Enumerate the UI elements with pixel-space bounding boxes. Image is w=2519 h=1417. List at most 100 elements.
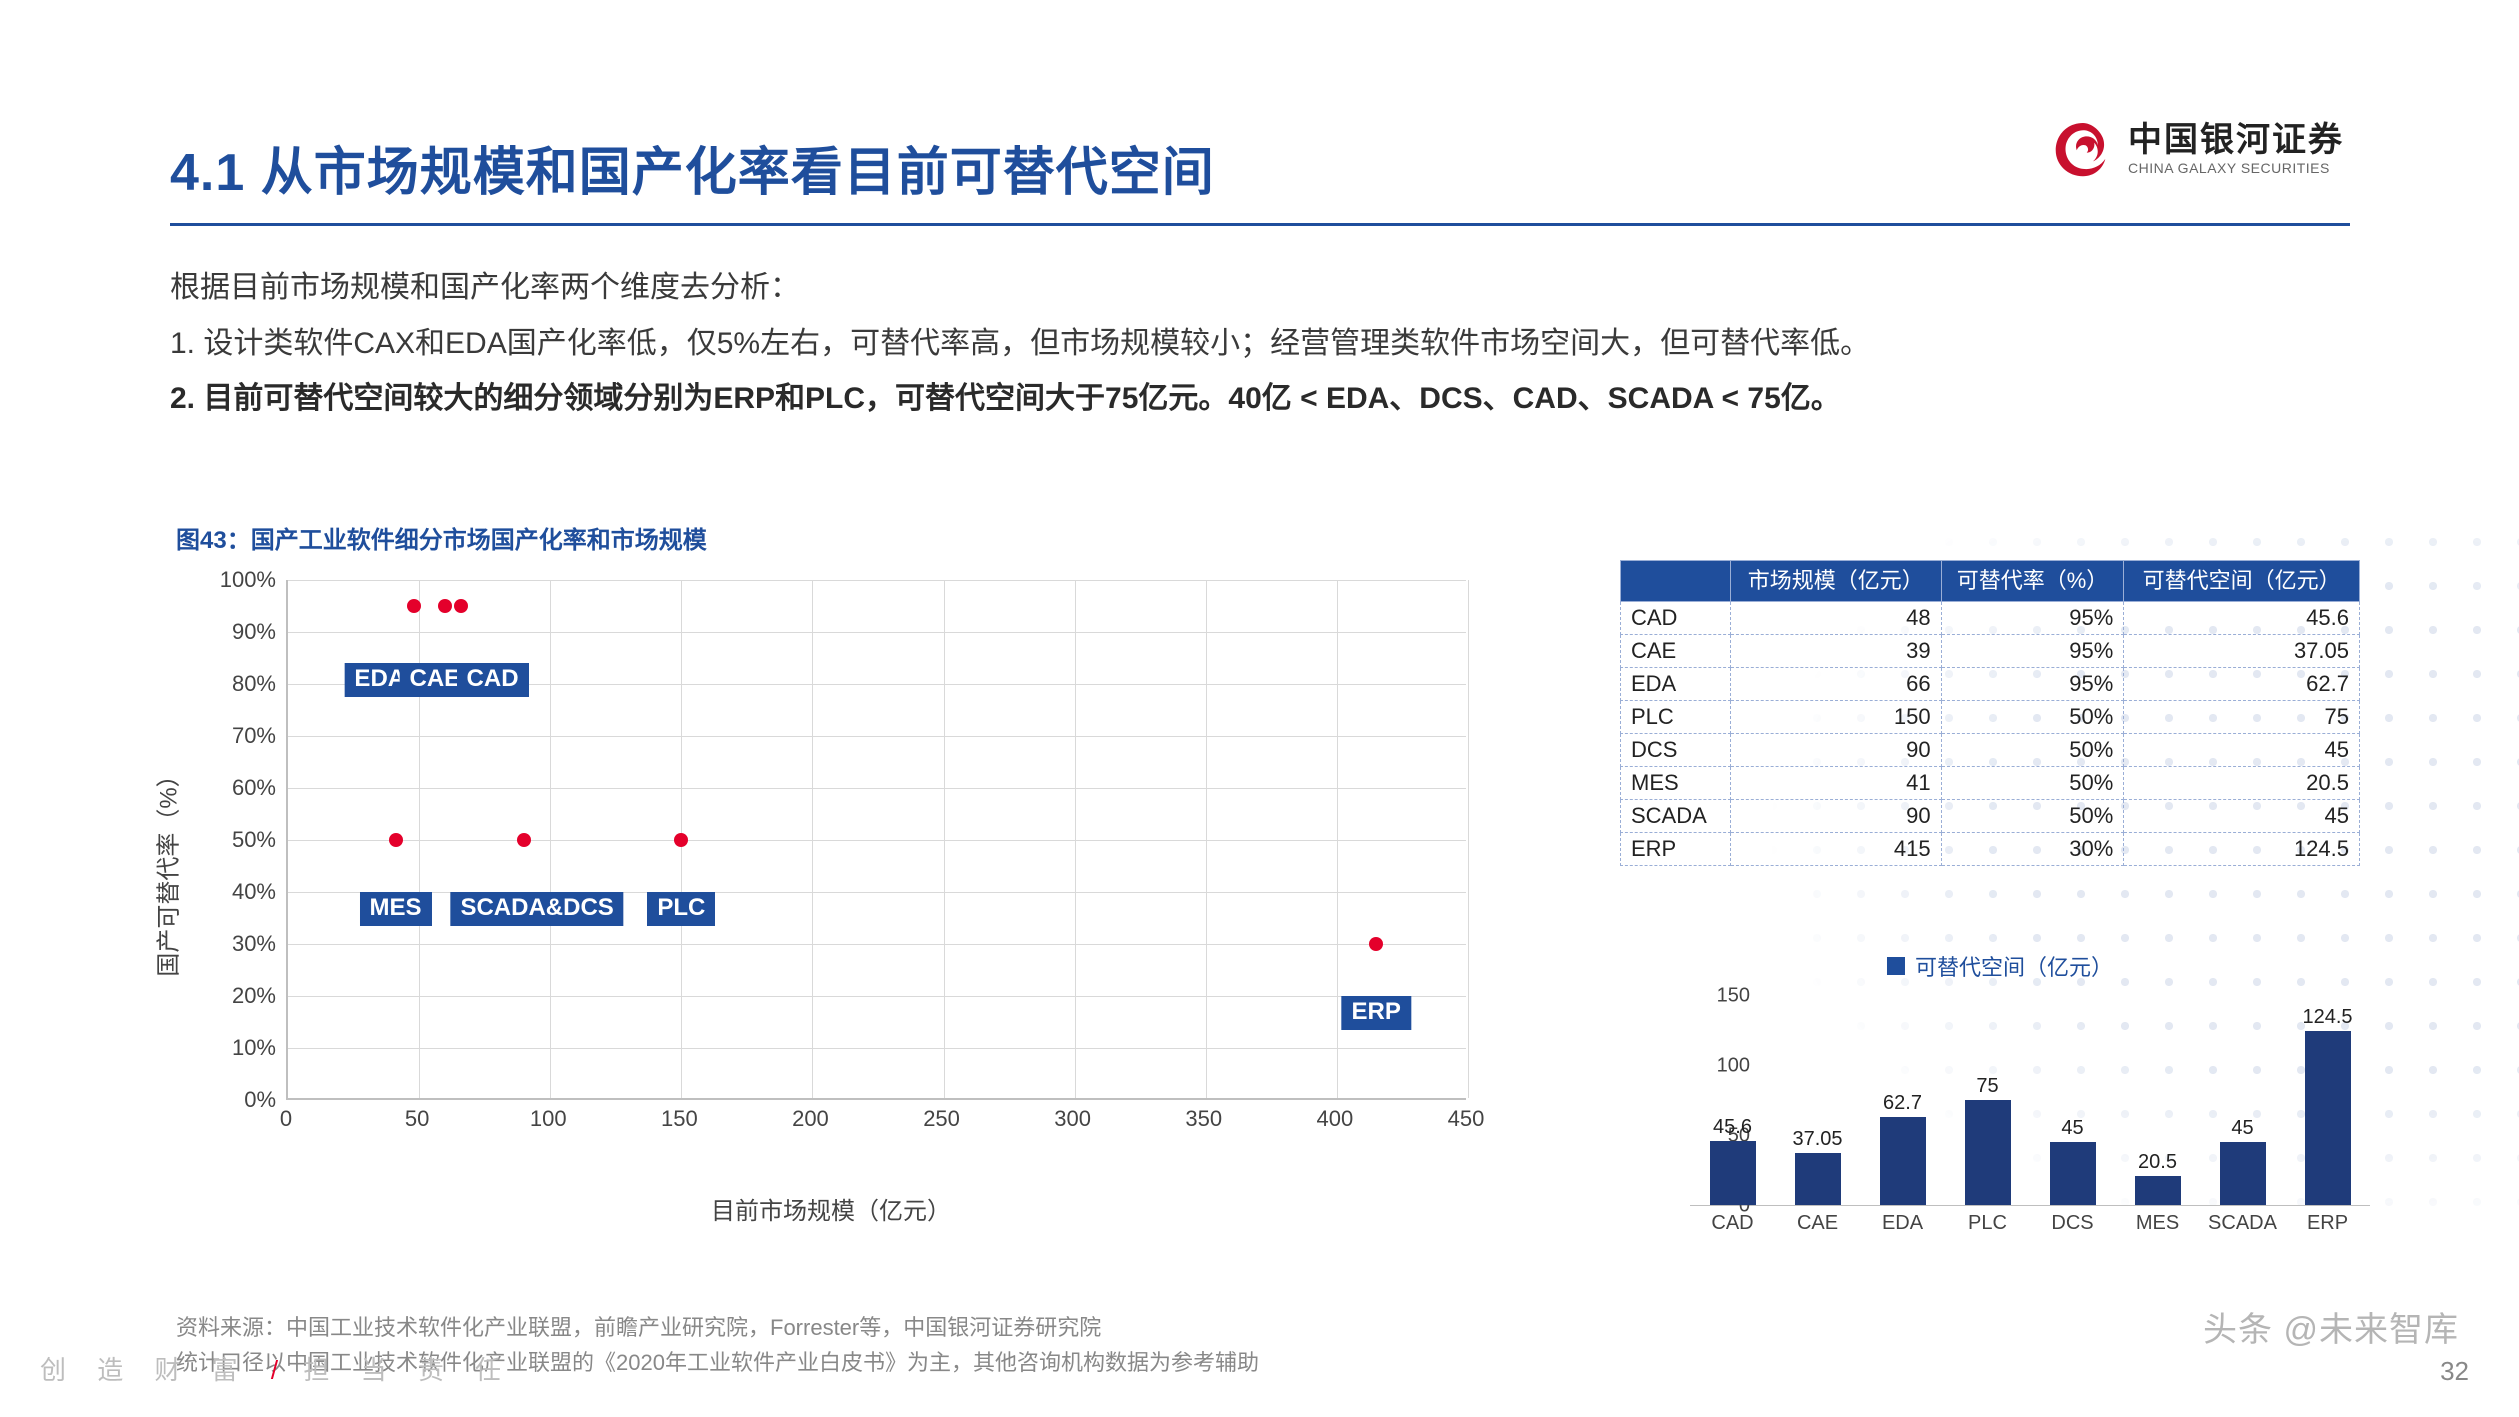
table-header: 市场规模（亿元） — [1731, 561, 1942, 602]
scatter-xtick: 350 — [1185, 1106, 1222, 1132]
footer-slash: / — [271, 1355, 282, 1385]
table-cell: SCADA — [1621, 799, 1731, 832]
table-cell: 90 — [1731, 799, 1942, 832]
footer-slogan-b: 担 当 责 任 — [303, 1355, 513, 1385]
bar-SCADA — [2220, 1142, 2266, 1205]
scatter-point-SCADA&DCS — [517, 833, 531, 847]
bar-value-SCADA: 45 — [2231, 1117, 2253, 1140]
bar-legend-swatch — [1887, 957, 1905, 975]
footer-slogan-a: 创 造 财 富 — [40, 1355, 250, 1385]
bar-xtick-MES: MES — [2136, 1212, 2179, 1235]
bar-xtick-CAD: CAD — [1711, 1212, 1753, 1235]
grid-v — [1075, 580, 1076, 1098]
logo-text: 中国银河证券 CHINA GALAXY SECURITIES — [2128, 123, 2344, 175]
scatter-xtick: 250 — [923, 1106, 960, 1132]
bar-value-PLC: 75 — [1976, 1075, 1998, 1098]
table-cell: 95% — [1941, 601, 2124, 634]
scatter-xtick: 450 — [1448, 1106, 1485, 1132]
bar-DCS — [2050, 1142, 2096, 1205]
table-cell: 41 — [1731, 766, 1942, 799]
table-cell: 48 — [1731, 601, 1942, 634]
scatter-point-MES — [389, 833, 403, 847]
grid-h — [288, 736, 1466, 737]
scatter-chart: 国产可替代率（%） EDACAECADMESSCADA&DCSPLCERP 目前… — [176, 570, 1486, 1170]
scatter-ytick: 30% — [176, 931, 276, 957]
bar-value-CAD: 45.6 — [1713, 1116, 1752, 1139]
bar-EDA — [1880, 1117, 1926, 1205]
footer-slogan: 创 造 财 富 / 担 当 责 任 — [40, 1350, 513, 1387]
bar-CAD — [1710, 1141, 1756, 1205]
grid-v — [419, 580, 420, 1098]
grid-v — [944, 580, 945, 1098]
table-cell: 30% — [1941, 832, 2124, 865]
bar-ERP — [2305, 1031, 2351, 1205]
logo-cn: 中国银河证券 — [2128, 123, 2344, 159]
bar-legend-label: 可替代空间（亿元） — [1915, 950, 2113, 982]
slide: 4.1 从市场规模和国产化率看目前可替代空间 中国银河证券 CHINA GALA… — [0, 0, 2519, 1417]
logo-swirl-icon — [2052, 118, 2114, 180]
table-cell: 50% — [1941, 799, 2124, 832]
bar-xtick-EDA: EDA — [1882, 1212, 1923, 1235]
scatter-ytick: 50% — [176, 827, 276, 853]
bar-PLC — [1965, 1100, 2011, 1205]
bar-MES — [2135, 1176, 2181, 1205]
scatter-xtick: 100 — [530, 1106, 567, 1132]
table-cell: 45 — [2124, 799, 2360, 832]
scatter-xtick: 0 — [280, 1106, 292, 1132]
bar-value-MES: 20.5 — [2138, 1151, 2177, 1174]
table-cell: 124.5 — [2124, 832, 2360, 865]
scatter-xtick: 50 — [405, 1106, 429, 1132]
table-row: ERP41530%124.5 — [1621, 832, 2360, 865]
scatter-xtick: 150 — [661, 1106, 698, 1132]
bar-value-EDA: 62.7 — [1883, 1092, 1922, 1115]
table-row: CAD4895%45.6 — [1621, 601, 2360, 634]
scatter-title: 图43：国产工业软件细分市场国产化率和市场规模 — [176, 520, 707, 555]
table-cell: 50% — [1941, 733, 2124, 766]
table-cell: 95% — [1941, 634, 2124, 667]
bar-ytick: 150 — [1690, 985, 1750, 1008]
table-row: CAE3995%37.05 — [1621, 634, 2360, 667]
scatter-point-CAE — [407, 599, 421, 613]
scatter-point-CAD — [438, 599, 452, 613]
table-header: 可替代率（%） — [1941, 561, 2124, 602]
bar-xtick-CAE: CAE — [1797, 1212, 1838, 1235]
table-cell: 75 — [2124, 700, 2360, 733]
scatter-point-ERP — [1369, 937, 1383, 951]
grid-h — [288, 788, 1466, 789]
scatter-label-SCADA&DCS: SCADA&DCS — [450, 892, 623, 926]
table-cell: 66 — [1731, 667, 1942, 700]
grid-v — [812, 580, 813, 1098]
table-cell: 50% — [1941, 766, 2124, 799]
scatter-ytick: 60% — [176, 775, 276, 801]
table-cell: 90 — [1731, 733, 1942, 766]
bar-xtick-ERP: ERP — [2307, 1212, 2348, 1235]
scatter-label-MES: MES — [359, 892, 431, 926]
table-cell: ERP — [1621, 832, 1731, 865]
grid-h — [288, 580, 1466, 581]
scatter-ytick: 40% — [176, 879, 276, 905]
bar-value-DCS: 45 — [2061, 1117, 2083, 1140]
scatter-point-EDA — [454, 599, 468, 613]
scatter-ytick: 70% — [176, 723, 276, 749]
scatter-label-CAD: CAD — [457, 663, 529, 697]
table-cell: 95% — [1941, 667, 2124, 700]
table-cell: 150 — [1731, 700, 1942, 733]
table-cell: CAE — [1621, 634, 1731, 667]
scatter-ytick: 80% — [176, 671, 276, 697]
table-cell: 39 — [1731, 634, 1942, 667]
page-number: 32 — [2440, 1356, 2469, 1387]
table-cell: 20.5 — [2124, 766, 2360, 799]
scatter-xtick: 300 — [1054, 1106, 1091, 1132]
title-underline — [170, 223, 2350, 226]
table-cell: CAD — [1621, 601, 1731, 634]
bar-chart: 可替代空间（亿元） 05010015045.6CAD37.05CAE62.7ED… — [1620, 950, 2380, 1290]
table-row: PLC15050%75 — [1621, 700, 2360, 733]
bar-ytick: 100 — [1690, 1055, 1750, 1078]
scatter-plot-area: EDACAECADMESSCADA&DCSPLCERP — [286, 580, 1466, 1100]
bar-xtick-SCADA: SCADA — [2208, 1212, 2277, 1235]
scatter-label-ERP: ERP — [1342, 996, 1411, 1030]
grid-v — [1206, 580, 1207, 1098]
bar-plot-area: 05010015045.6CAD37.05CAE62.7EDA75PLC45DC… — [1690, 996, 2370, 1206]
table-cell: 62.7 — [2124, 667, 2360, 700]
intro-lead: 根据目前市场规模和国产化率两个维度去分析： — [170, 260, 2170, 316]
